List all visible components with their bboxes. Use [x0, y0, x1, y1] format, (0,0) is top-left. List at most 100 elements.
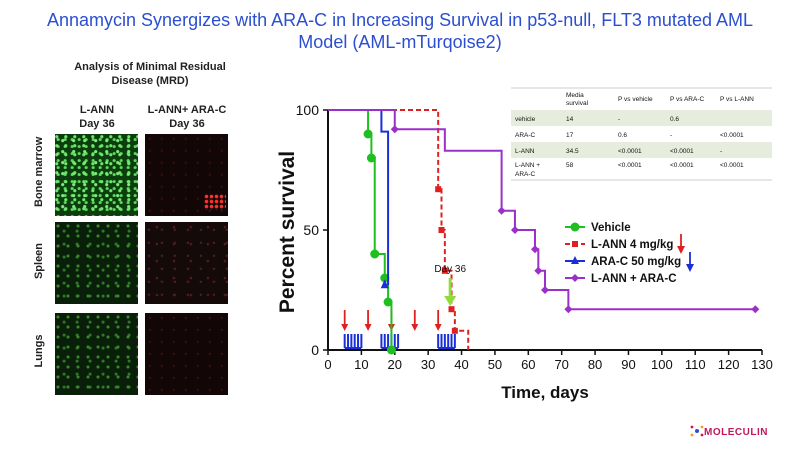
x-tick-label: 50: [488, 357, 502, 372]
table-cell: 14: [566, 116, 574, 123]
x-tick-label: 80: [588, 357, 602, 372]
table-cell: 34.5: [566, 148, 579, 155]
table-header: P vs L-ANN: [720, 96, 754, 103]
image-lungs-combo: [145, 313, 228, 395]
table-cell: <0.0001: [618, 148, 642, 155]
legend-label-3: L-ANN + ARA-C: [591, 273, 677, 285]
y-tick-label: 100: [296, 102, 320, 118]
x-tick-label: 130: [751, 357, 773, 372]
red-cell-cluster: [204, 194, 226, 210]
vehicle-marker: [386, 345, 396, 355]
slide-title-line2: Model (AML-mTurqoise2): [298, 32, 502, 52]
legend-label-0: Vehicle: [591, 222, 631, 234]
mrd-panel-title: Analysis of Minimal Residual Disease (MR…: [60, 60, 240, 88]
image-bone-marrow-lann: [55, 134, 138, 216]
slide-title-line1: Annamycin Synergizes with ARA-C in Incre…: [47, 10, 753, 30]
survival-curve-0: [328, 109, 393, 350]
lann-marker: [435, 186, 442, 193]
legend-blue-arrowhead: [686, 264, 694, 272]
table-cell: -: [618, 116, 620, 123]
chart-legend: Vehicle L-ANN 4 mg/kg ARA-C 50 mg/kg L-ANN …: [565, 222, 694, 285]
table-cell: 0.6: [618, 132, 627, 139]
x-tick-label: 40: [454, 357, 468, 372]
vehicle-marker: [370, 249, 380, 259]
mrd-column-header-lann: L-ANN Day 36: [52, 103, 142, 131]
survival-curves: Day 36: [328, 109, 760, 355]
table-header: P vs ARA-C: [670, 96, 705, 103]
table-cell: L-ANN +: [515, 162, 540, 169]
x-tick-label: 120: [718, 357, 740, 372]
survival-curve-2: [328, 109, 390, 286]
vehicle-marker: [383, 297, 393, 307]
dosing-marks: [341, 310, 456, 349]
combo-marker: [497, 206, 506, 215]
image-bone-marrow-combo: [145, 134, 228, 216]
red-dose-arrowhead: [364, 324, 372, 331]
table-cell: 0.6: [670, 116, 679, 123]
red-dose-arrowhead: [341, 324, 349, 331]
x-tick-label: 20: [388, 357, 402, 372]
red-dose-arrowhead: [434, 324, 442, 331]
legend-label-2: ARA-C 50 mg/kg: [591, 256, 681, 268]
table-row-bg: [511, 126, 772, 142]
table-cell: L-ANN: [515, 148, 535, 155]
table-cell: vehicle: [515, 116, 536, 123]
x-tick-label: 30: [421, 357, 435, 372]
table-cell: 58: [566, 162, 574, 169]
legend-marker: [571, 274, 579, 282]
combo-marker: [751, 305, 760, 314]
table-cell: ARA-C: [515, 171, 536, 178]
chart-axes: 0 10 20 30 40 50 60 70 80 90 100 110 120 130 0 50 100: [296, 102, 773, 372]
day-annotation-label: Day 36: [434, 264, 466, 275]
mrd-title-line1: Analysis of Minimal Residual: [74, 61, 226, 73]
col1-line1: L-ANN: [79, 104, 115, 116]
image-lungs-lann: [55, 313, 138, 395]
legend-marker: [570, 222, 580, 232]
table-cell: 17: [566, 132, 574, 139]
lann-marker: [438, 227, 445, 233]
combo-marker: [510, 226, 519, 234]
arac-marker: [380, 279, 389, 289]
table-row-bg: [511, 110, 772, 126]
table-row-bg: [511, 142, 772, 158]
combo-marker: [530, 245, 539, 254]
mrd-title-line2: Disease (MRD): [111, 75, 189, 87]
x-tick-label: 90: [621, 357, 635, 372]
vehicle-marker: [380, 273, 390, 283]
company-logo-text: MOLECULIN: [704, 427, 768, 438]
y-tick-label: 0: [311, 342, 319, 358]
x-tick-label: 60: [521, 357, 535, 372]
legend-label-1: L-ANN 4 mg/kg: [591, 239, 673, 251]
lann-marker: [448, 306, 455, 313]
table-row-bg: [511, 158, 772, 180]
y-axis-label: Percent survival: [276, 151, 299, 313]
col1-line2: Day 36: [79, 118, 115, 130]
survival-curve-1: [328, 109, 470, 350]
combo-marker: [390, 125, 399, 134]
table-cell: ARA-C: [515, 132, 536, 139]
combo-marker: [564, 305, 573, 314]
y-tick-label: 50: [303, 222, 319, 238]
molecule-logo-icon: [690, 425, 704, 437]
table-cell: <0.0001: [618, 162, 642, 169]
table-header: Media: [566, 92, 584, 99]
col2-line2: Day 36: [169, 118, 205, 130]
table-header: survival: [566, 100, 589, 107]
lann-marker: [441, 267, 448, 274]
combo-marker: [541, 286, 549, 294]
table-cell: -: [720, 148, 722, 155]
vehicle-marker: [363, 129, 373, 139]
table-cell: <0.0001: [670, 162, 694, 169]
col2-line1: L-ANN+ ARA-C: [147, 104, 227, 116]
table-header: P vs vehicle: [618, 96, 653, 103]
legend-red-arrowhead: [677, 246, 685, 254]
vehicle-marker: [366, 153, 376, 163]
table-cell: <0.0001: [670, 148, 694, 155]
x-tick-label: 70: [554, 357, 568, 372]
legend-marker: [571, 256, 579, 264]
legend-marker: [572, 241, 578, 247]
day-annotation-arrowhead: [444, 296, 457, 306]
image-spleen-lann: [55, 222, 138, 304]
